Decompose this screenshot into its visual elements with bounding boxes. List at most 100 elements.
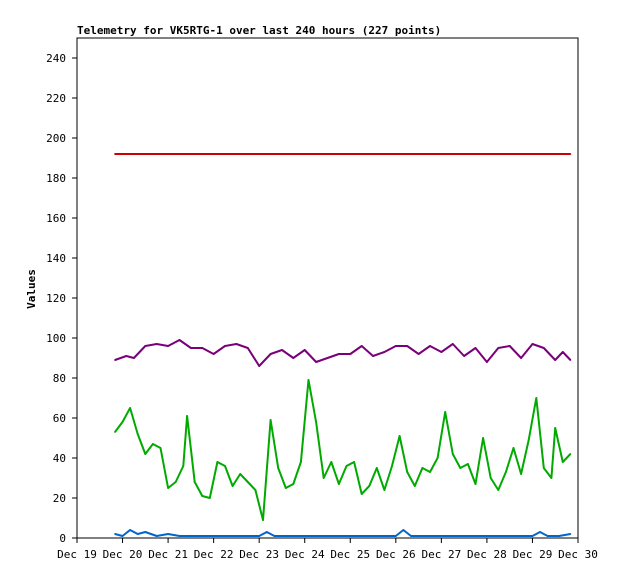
y-tick-label: 240 <box>46 52 66 65</box>
y-tick-label: 60 <box>53 412 66 425</box>
data-point <box>338 483 340 485</box>
y-tick-label: 200 <box>46 132 66 145</box>
data-point <box>394 345 397 347</box>
data-point <box>372 535 374 537</box>
data-point <box>152 443 154 445</box>
data-point <box>262 519 264 521</box>
data-point <box>281 349 283 351</box>
data-point <box>406 471 409 473</box>
y-tick-label: 140 <box>46 252 66 265</box>
data-point <box>315 421 317 423</box>
data-point <box>315 361 317 363</box>
x-tick-label: Dec 21 <box>148 548 188 561</box>
data-point <box>114 153 116 155</box>
data-point <box>383 351 386 353</box>
data-point <box>554 427 557 429</box>
data-point <box>505 471 507 473</box>
data-point <box>246 347 249 349</box>
data-point <box>144 531 147 533</box>
series-4 <box>114 529 572 537</box>
data-point <box>360 345 363 347</box>
data-point <box>159 447 162 449</box>
data-point <box>129 529 132 531</box>
data-point <box>201 347 204 349</box>
data-point <box>330 461 333 463</box>
data-point <box>239 473 242 475</box>
plot-frame <box>76 37 579 539</box>
data-point <box>558 535 560 537</box>
x-axis: Dec 19 Dec 20 Dec 21 Dec 22 Dec 23 Dec 24 Dec … <box>57 538 598 561</box>
data-point <box>383 489 386 491</box>
data-point <box>114 431 116 433</box>
data-point <box>569 453 572 455</box>
data-point <box>402 529 405 531</box>
data-point <box>440 535 443 537</box>
data-point <box>292 357 295 359</box>
data-point <box>360 493 363 495</box>
data-point <box>125 355 128 357</box>
data-point <box>451 453 454 455</box>
data-point <box>463 355 465 357</box>
x-tick-label: Dec 27 <box>421 548 461 561</box>
data-point <box>269 353 272 355</box>
data-point <box>444 411 447 413</box>
data-point <box>269 419 272 421</box>
data-point <box>569 153 572 155</box>
data-point <box>284 487 287 489</box>
data-point <box>440 351 443 353</box>
data-point <box>235 343 238 345</box>
data-point <box>303 349 306 351</box>
data-point <box>520 473 522 475</box>
data-point <box>398 435 401 437</box>
data-point <box>569 533 572 535</box>
data-point <box>136 433 139 435</box>
data-point <box>512 447 515 449</box>
data-point <box>114 533 116 535</box>
data-point <box>155 535 158 537</box>
data-point <box>303 535 306 537</box>
data-point <box>542 467 545 469</box>
data-point <box>300 461 302 463</box>
data-point <box>155 343 158 345</box>
data-point <box>372 355 374 357</box>
data-point <box>114 359 116 361</box>
data-point <box>508 345 511 347</box>
x-tick-label: Dec 22 <box>194 548 234 561</box>
y-tick-label: 80 <box>53 372 66 385</box>
data-point <box>429 345 431 347</box>
data-point <box>554 359 557 361</box>
data-point <box>375 467 378 469</box>
data-point <box>482 437 484 439</box>
data-point <box>178 535 181 537</box>
data-point <box>258 535 261 537</box>
x-tick-label: Dec 24 <box>285 548 325 561</box>
data-point <box>216 461 219 463</box>
data-point <box>429 471 431 473</box>
data-point <box>569 359 572 361</box>
data-point <box>531 343 534 345</box>
data-point <box>277 467 280 469</box>
series-layer <box>114 153 572 537</box>
y-tick-label: 220 <box>46 92 66 105</box>
data-point <box>231 485 234 487</box>
data-point <box>406 345 409 347</box>
y-tick-label: 180 <box>46 172 66 185</box>
data-point <box>508 535 511 537</box>
data-point <box>474 483 477 485</box>
y-tick-label: 100 <box>46 332 66 345</box>
data-point <box>254 489 257 491</box>
data-point <box>246 481 249 483</box>
y-tick-label: 0 <box>59 532 66 545</box>
data-point <box>531 535 534 537</box>
data-point <box>201 495 204 497</box>
data-point <box>224 345 226 347</box>
data-point <box>322 477 325 479</box>
data-point <box>413 485 416 487</box>
data-point <box>535 397 538 399</box>
data-point <box>550 477 553 479</box>
data-point <box>212 535 215 537</box>
data-point <box>489 477 492 479</box>
data-point <box>121 535 124 537</box>
data-point <box>520 357 522 359</box>
